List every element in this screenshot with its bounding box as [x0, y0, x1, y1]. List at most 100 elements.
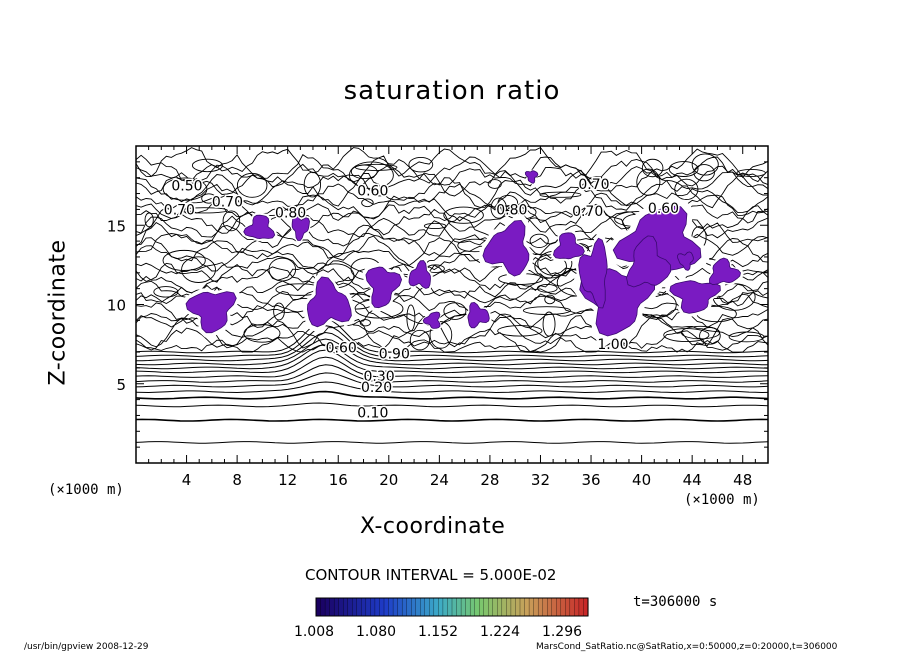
x-tick-label: 20	[379, 471, 398, 489]
x-tick-label: 4	[182, 471, 192, 489]
supersaturation-region	[676, 251, 694, 271]
x-axis-label: X-coordinate	[360, 514, 506, 539]
contour-cell	[736, 169, 766, 177]
x-tick-label: 28	[480, 471, 499, 489]
supersaturation-region	[365, 266, 403, 309]
x-unit-label: (×1000 m)	[684, 492, 760, 508]
contour-label: 0.60	[648, 201, 679, 217]
colorbar-cell	[551, 597, 557, 617]
contour-cell	[544, 294, 556, 305]
contour-label: 0.30	[364, 369, 395, 385]
colorbar-cell	[438, 597, 444, 617]
contour-label: 1.00	[597, 337, 628, 353]
contour-cell	[429, 321, 453, 349]
colorbar-cell	[560, 597, 566, 617]
contour-cell	[348, 161, 394, 189]
contour-line	[135, 169, 769, 197]
contour-line	[135, 310, 769, 339]
colorbar-cell	[365, 597, 371, 617]
x-tick-label: 44	[683, 471, 702, 489]
contour-cell	[144, 212, 154, 228]
x-tick-label: 24	[430, 471, 449, 489]
contour-cell	[542, 311, 556, 337]
contour-cell	[181, 256, 216, 283]
contour-cell	[423, 222, 447, 230]
contour-line	[135, 154, 769, 185]
colorbar-cell	[565, 597, 571, 617]
colorbar-cell	[374, 597, 381, 617]
contour-cell	[191, 158, 223, 173]
colorbar-cell	[388, 597, 394, 617]
contour-cell	[691, 153, 719, 176]
colorbar-cell	[465, 597, 471, 617]
contour-line	[135, 327, 769, 353]
contour-cell	[522, 306, 571, 315]
contour-cell	[408, 156, 434, 173]
contour-line	[135, 364, 769, 383]
colorbar-cell	[411, 597, 417, 617]
colorbar-cell	[506, 597, 512, 617]
colorbar-cell	[451, 597, 458, 617]
z-unit-label: (×1000 m)	[48, 482, 124, 498]
contour-line	[135, 325, 769, 358]
contour-label: 0.60	[326, 340, 357, 356]
contour-cell	[350, 164, 378, 180]
contour-label: 0.20	[361, 380, 392, 396]
supersaturation-region	[243, 214, 276, 240]
contour-line	[135, 338, 768, 366]
contour-label: 0.70	[578, 177, 609, 193]
supersaturation-region	[291, 215, 310, 241]
colorbar-cell	[356, 597, 362, 617]
time-label: t=306000 s	[633, 594, 718, 610]
supersaturation-region	[626, 235, 672, 288]
colorbar-cell	[469, 597, 476, 617]
contour-cell	[243, 324, 281, 343]
contour-cell	[361, 198, 374, 208]
colorbar-cell	[329, 597, 335, 617]
colorbar-cell	[343, 597, 349, 617]
supersaturation-region	[467, 301, 490, 329]
colorbar-cell	[456, 597, 462, 617]
colorbar-cell	[474, 597, 480, 617]
x-tick-label: 8	[232, 471, 242, 489]
contour-line	[135, 441, 769, 444]
colorbar-tick-label: 1.080	[356, 624, 396, 640]
supersaturation-region	[578, 237, 608, 309]
colorbar-frame	[315, 597, 589, 617]
supersaturation-region	[482, 219, 530, 277]
colorbar-cell	[483, 597, 489, 617]
colorbar-cell	[497, 597, 503, 617]
contour-line	[135, 291, 769, 314]
colorbar-cell	[460, 597, 467, 617]
y-axis-label: Z-coordinate	[45, 239, 71, 386]
colorbar-cell	[429, 597, 435, 617]
colorbar-cell	[556, 597, 562, 617]
colorbar-cell	[510, 597, 517, 617]
contour-cell	[268, 257, 297, 282]
contour-cell	[500, 204, 525, 215]
y-tick-label: 10	[107, 297, 126, 315]
colorbar-cell	[338, 597, 344, 617]
contour-line	[135, 314, 769, 349]
contour-label: 0.70	[572, 204, 603, 220]
x-tick-label: 48	[733, 471, 752, 489]
colorbar-cell	[442, 597, 449, 617]
contour-label: 0.80	[275, 206, 306, 222]
colorbar-cell	[370, 597, 376, 617]
contour-cell	[273, 302, 285, 321]
supersaturation-region	[669, 280, 721, 314]
contour-cell	[641, 158, 664, 178]
contour-cell	[406, 304, 416, 332]
contour-line	[135, 163, 769, 188]
colorbar-cell	[524, 597, 530, 617]
contour-cell	[303, 171, 322, 198]
contour-line	[135, 266, 769, 294]
x-tick-label: 36	[581, 471, 600, 489]
contour-label: 0.80	[496, 202, 527, 218]
contour-label: 0.90	[379, 347, 410, 363]
x-tick-label: 16	[329, 471, 348, 489]
contour-cell	[443, 206, 484, 224]
contour-line	[135, 356, 769, 378]
y-tick-label: 15	[107, 217, 126, 235]
contour-label: 0.10	[357, 405, 388, 421]
